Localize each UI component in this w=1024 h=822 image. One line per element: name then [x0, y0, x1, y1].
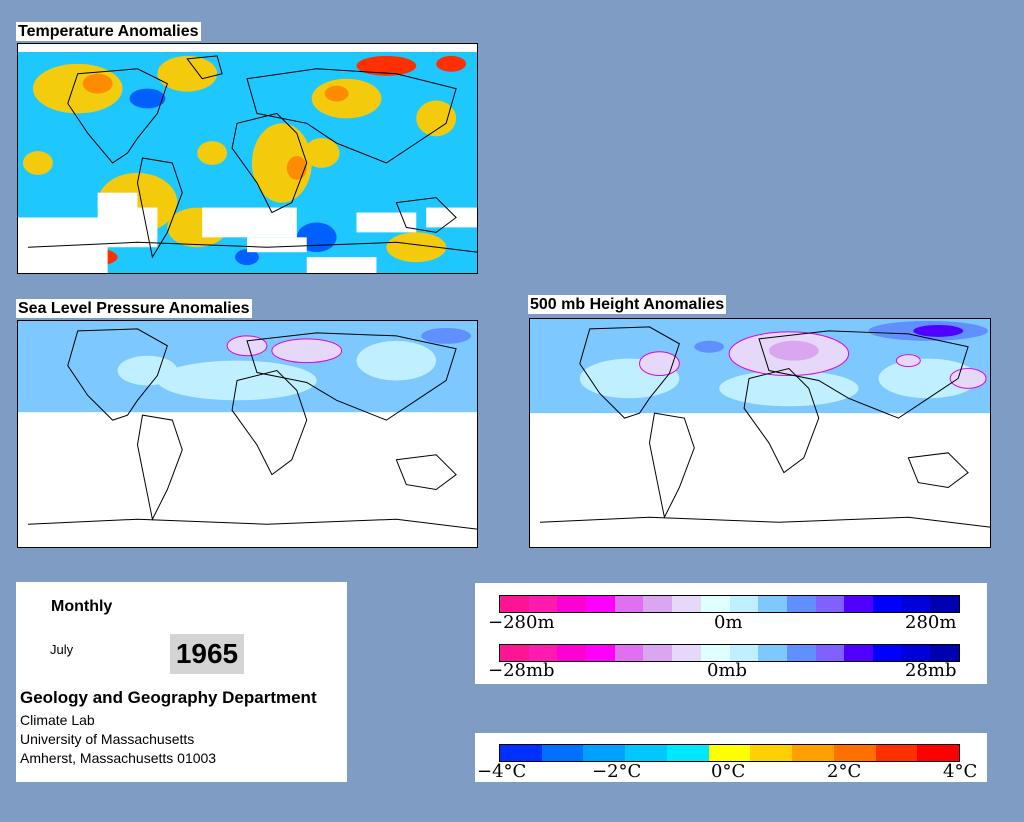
height-colorbar-swatch — [844, 596, 873, 612]
temperature-colorbar-swatch — [750, 745, 793, 761]
height-colorbar-swatch — [786, 596, 816, 612]
temp-label-zero: 0°C — [711, 761, 746, 782]
slp-anomaly-map — [17, 320, 478, 548]
temperature-colorbar-swatch — [708, 745, 751, 761]
height-colorbar-swatch — [672, 596, 701, 612]
height-colorbar-swatch — [930, 596, 959, 612]
height-colorbar-swatch — [815, 596, 845, 612]
pressure-colorbar-swatch — [643, 645, 673, 661]
university-name: University of Massachusetts — [20, 731, 195, 747]
height-colorbar-swatch — [872, 596, 902, 612]
pressure-colorbar-swatch — [586, 645, 615, 661]
height-colorbar-swatch — [643, 596, 673, 612]
pressure-colorbar-swatch — [901, 645, 931, 661]
height-map-title: 500 mb Height Anomalies — [528, 295, 727, 314]
pressure-max-label: 28mb — [905, 660, 957, 681]
pressure-colorbar-swatch — [700, 645, 730, 661]
pressure-colorbar — [499, 644, 960, 662]
temperature-colorbar-swatch — [666, 745, 709, 761]
pressure-colorbar-swatch — [729, 645, 759, 661]
height-colorbar-swatch — [700, 596, 730, 612]
temperature-colorbar-swatch — [541, 745, 584, 761]
temperature-colorbar-swatch — [917, 745, 960, 761]
temperature-colorbar-swatch — [500, 745, 542, 761]
department-name: Geology and Geography Department — [20, 688, 317, 707]
height-colorbar-swatch — [500, 596, 529, 612]
pressure-colorbar-swatch — [557, 645, 587, 661]
pressure-colorbar-swatch — [614, 645, 644, 661]
pressure-colorbar-swatch — [786, 645, 816, 661]
temp-label-minus4: −4°C — [477, 761, 527, 782]
height-anomaly-map — [529, 318, 991, 548]
pressure-colorbar-swatch — [815, 645, 845, 661]
address-line: Amherst, Massachusetts 01003 — [20, 750, 217, 766]
frequency-label: Monthly — [51, 598, 113, 615]
height-zero-label: 0m — [714, 612, 743, 633]
pressure-zero-label: 0mb — [707, 660, 748, 681]
height-max-label: 280m — [905, 612, 957, 633]
temperature-anomaly-map — [17, 43, 478, 274]
year-display: 1965 — [170, 634, 244, 674]
info-panel: Monthly July 1965 Geology and Geography … — [16, 582, 347, 782]
pressure-colorbar-swatch — [872, 645, 902, 661]
height-colorbar-swatch — [901, 596, 931, 612]
temperature-colorbar-swatch — [833, 745, 876, 761]
temperature-colorbar-swatch — [625, 745, 667, 761]
temperature-colorbar — [499, 744, 960, 762]
temperature-colorbar-swatch — [583, 745, 626, 761]
temp-label-plus4: 4°C — [943, 761, 978, 782]
lab-name: Climate Lab — [20, 712, 95, 728]
temperature-map-title: Temperature Anomalies — [16, 22, 201, 41]
pressure-colorbar-swatch — [528, 645, 558, 661]
height-min-label: −280m — [488, 612, 555, 633]
height-colorbar-swatch — [614, 596, 644, 612]
height-colorbar-swatch — [586, 596, 615, 612]
temp-label-minus2: −2°C — [592, 761, 642, 782]
height-pressure-legend-panel: −280m 0m 280m −28mb 0mb 28mb — [475, 583, 987, 684]
height-colorbar-swatch — [758, 596, 787, 612]
temperature-colorbar-swatch — [875, 745, 918, 761]
temperature-legend-panel: −4°C −2°C 0°C 2°C 4°C — [475, 733, 987, 782]
height-colorbar — [499, 595, 960, 613]
pressure-colorbar-swatch — [758, 645, 787, 661]
temperature-colorbar-swatch — [792, 745, 834, 761]
height-colorbar-swatch — [528, 596, 558, 612]
month-label: July — [50, 642, 74, 657]
height-colorbar-swatch — [729, 596, 759, 612]
slp-map-title: Sea Level Pressure Anomalies — [16, 299, 252, 318]
pressure-colorbar-swatch — [930, 645, 959, 661]
pressure-colorbar-swatch — [500, 645, 529, 661]
pressure-colorbar-swatch — [672, 645, 701, 661]
pressure-colorbar-swatch — [844, 645, 873, 661]
pressure-min-label: −28mb — [488, 660, 555, 681]
height-colorbar-swatch — [557, 596, 587, 612]
temp-label-plus2: 2°C — [827, 761, 862, 782]
